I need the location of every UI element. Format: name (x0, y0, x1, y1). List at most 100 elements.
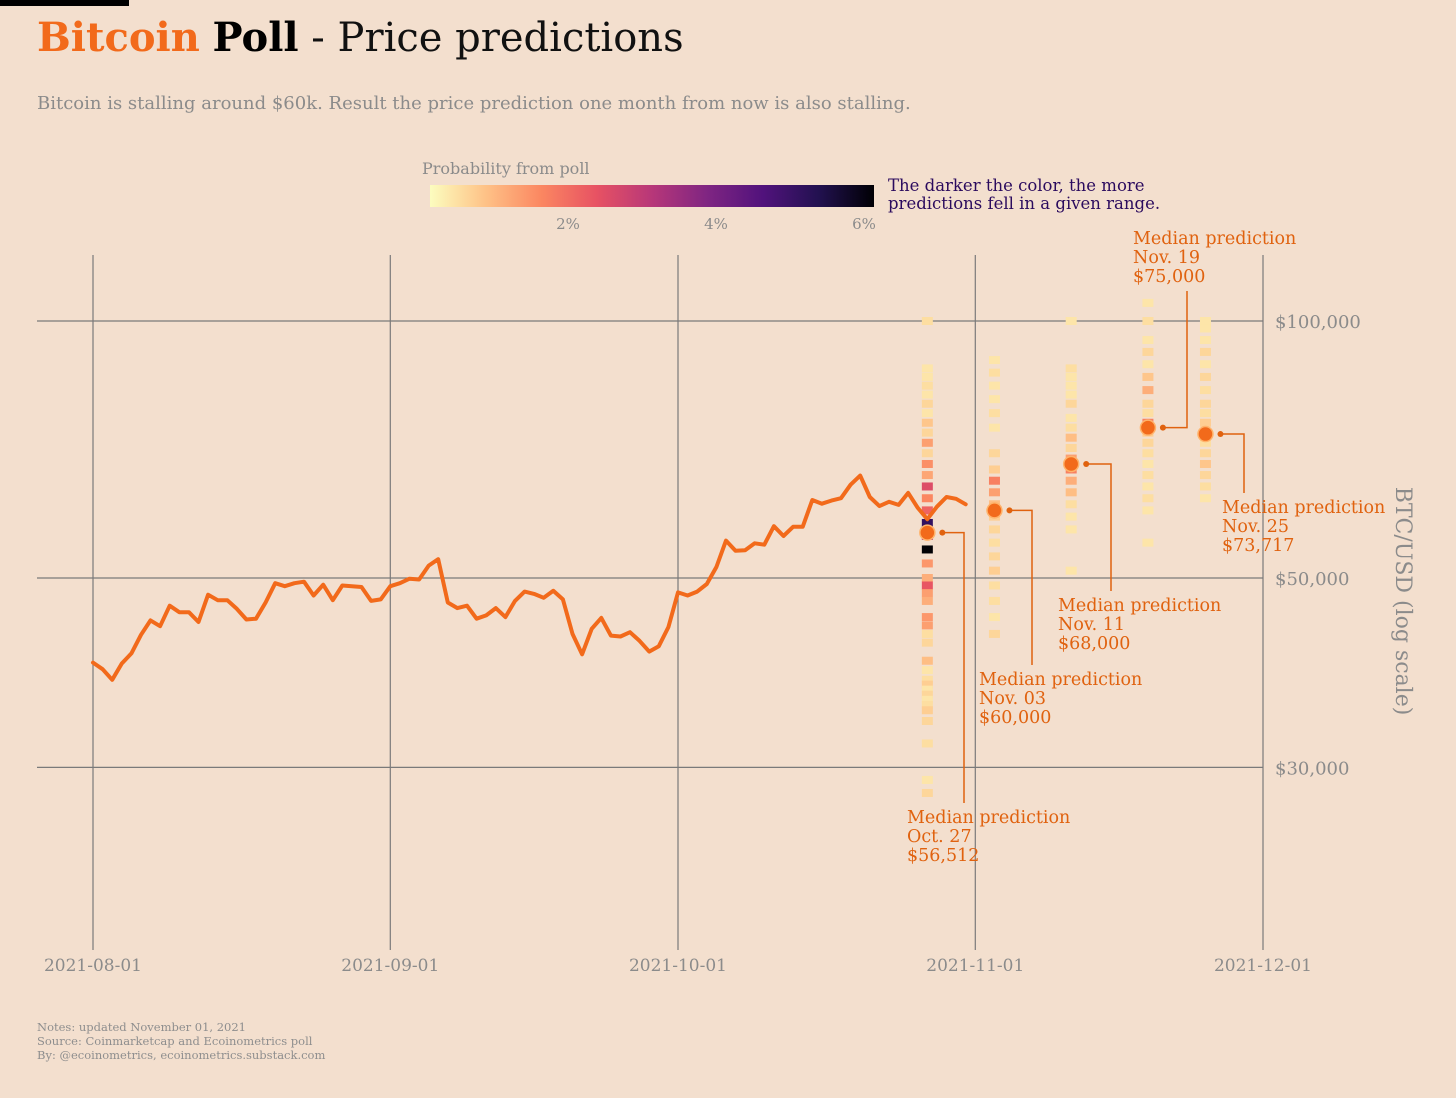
y-tick-30000: $30,000 (1275, 758, 1349, 779)
legend-tick-2: 2% (556, 215, 580, 233)
prediction-cell-3-15 (1142, 482, 1154, 491)
prediction-cell-2-1 (1065, 364, 1077, 373)
footer-notes: Notes: updated November 01, 2021 Source:… (37, 1020, 325, 1062)
median-label-4-0: Median prediction (1222, 498, 1385, 518)
prediction-cell-2-8 (1065, 433, 1077, 442)
x-tick-2021-08-01: 2021-08-01 (44, 956, 142, 976)
prediction-cell-0-35 (921, 700, 933, 709)
prediction-cell-3-16 (1142, 494, 1154, 503)
prediction-cell-0-11 (921, 459, 933, 468)
prediction-cell-0-23 (921, 596, 933, 605)
prediction-cell-2-9 (1065, 443, 1077, 452)
prediction-cell-0-20 (921, 574, 933, 582)
prediction-cell-0-18 (921, 545, 933, 554)
legend-colorbar (430, 185, 874, 207)
median-label-0-2: $56,512 (907, 846, 979, 866)
prediction-cell-2-5 (1065, 399, 1077, 408)
prediction-cell-4-6 (1199, 386, 1211, 395)
prediction-cell-1-16 (988, 581, 1000, 590)
prediction-cell-2-2 (1065, 372, 1077, 381)
prediction-cell-0-22 (921, 589, 933, 598)
prediction-cell-1-3 (988, 395, 1000, 404)
title-rest: - Price predictions (298, 15, 684, 61)
prediction-cell-0-32 (921, 685, 933, 694)
footer-updated: Notes: updated November 01, 2021 (37, 1020, 246, 1034)
prediction-cell-0-26 (921, 629, 933, 638)
prediction-cell-2-4 (1065, 390, 1077, 399)
btc-price-line (91, 473, 968, 682)
prediction-cell-1-15 (988, 566, 1000, 575)
title-word-poll: Poll (212, 14, 299, 61)
legend-tick-4: 4% (704, 215, 728, 233)
prediction-cell-1-2 (988, 381, 1000, 390)
prediction-cell-0-30 (921, 675, 933, 684)
x-tick-2021-10-01: 2021-10-01 (629, 956, 727, 976)
prediction-cell-2-16 (1065, 525, 1077, 534)
prediction-cell-4-4 (1199, 360, 1211, 369)
prediction-cell-1-17 (988, 596, 1000, 605)
prediction-cell-4-0 (1199, 317, 1211, 325)
median-label-3-0: Median prediction (1133, 229, 1296, 249)
prediction-cell-2-17 (1065, 566, 1077, 575)
median-label-1-1: Nov. 03 (979, 689, 1046, 709)
prediction-cell-1-12 (988, 525, 1000, 534)
median-marker-1 (986, 502, 1003, 519)
median-label-1-0: Median prediction (979, 670, 1142, 690)
grid-lines: 2021-08-01 2021-09-01 2021-10-01 2021-11-01… (37, 255, 1361, 976)
prediction-cell-0-5 (921, 399, 933, 408)
median-marker-0 (919, 524, 936, 541)
prediction-cell-2-0 (1065, 317, 1077, 325)
prediction-cell-1-0 (988, 356, 1000, 365)
prediction-cell-1-6 (988, 449, 1000, 458)
prediction-cell-3-4 (1142, 360, 1154, 369)
prediction-cell-4-7 (1199, 399, 1211, 408)
median-leader-2 (1086, 463, 1112, 591)
median-leader-0 (942, 531, 965, 803)
median-marker-2 (1062, 455, 1080, 473)
median-label-4-2: $73,717 (1222, 536, 1294, 556)
median-label-0-1: Oct. 27 (907, 827, 972, 847)
prediction-cell-0-31 (921, 680, 933, 689)
prediction-cell-3-5 (1142, 372, 1154, 381)
y-tick-100000: $100,000 (1275, 312, 1361, 333)
legend-note-line2: predictions fell in a given range. (888, 194, 1160, 213)
prediction-cell-1-7 (988, 465, 1000, 474)
prediction-cell-3-7 (1142, 399, 1154, 408)
prediction-cell-0-6 (921, 409, 933, 418)
prediction-cell-4-5 (1199, 372, 1211, 381)
footer-byline: By: @ecoinometrics, ecoinometrics.substa… (37, 1048, 326, 1062)
prediction-cell-4-13 (1199, 459, 1211, 468)
prediction-cell-0-36 (921, 706, 933, 715)
median-label-3-2: $75,000 (1133, 267, 1205, 287)
prediction-cell-0-28 (921, 656, 933, 665)
median-label-4-1: Nov. 25 (1222, 517, 1289, 537)
prediction-cell-0-13 (921, 482, 933, 491)
prediction-cell-0-0 (921, 317, 933, 325)
y-axis-label: BTC/USD (log scale) (1390, 487, 1415, 716)
x-tick-2021-11-01: 2021-11-01 (926, 956, 1024, 976)
prediction-cell-3-18 (1142, 538, 1154, 547)
prediction-cell-0-8 (921, 428, 933, 437)
median-annotations: Median prediction Oct. 27$56,512 Median pr… (907, 229, 1385, 866)
median-label-1-2: $60,000 (979, 708, 1051, 728)
prediction-cell-4-12 (1199, 449, 1211, 458)
prediction-cell-3-6 (1142, 386, 1154, 395)
median-label-2-1: Nov. 11 (1058, 615, 1125, 635)
prediction-cell-1-8 (988, 476, 1000, 485)
prediction-cell-1-14 (988, 552, 1000, 561)
prediction-cell-4-11 (1199, 438, 1211, 447)
prediction-cell-1-5 (988, 423, 1000, 432)
prediction-cell-3-12 (1142, 449, 1154, 458)
prediction-cell-2-14 (1065, 500, 1077, 509)
prediction-cell-0-3 (921, 381, 933, 390)
prediction-cell-3-13 (1142, 459, 1154, 468)
prediction-cell-4-1 (1199, 324, 1211, 333)
prediction-cell-3-17 (1142, 506, 1154, 515)
median-marker-3 (1139, 419, 1157, 436)
prediction-cell-0-16 (921, 518, 933, 527)
median-leader-3 (1162, 291, 1188, 429)
price-line-layer (91, 473, 968, 682)
prediction-cell-0-24 (921, 613, 933, 622)
prediction-cell-3-2 (1142, 336, 1154, 345)
